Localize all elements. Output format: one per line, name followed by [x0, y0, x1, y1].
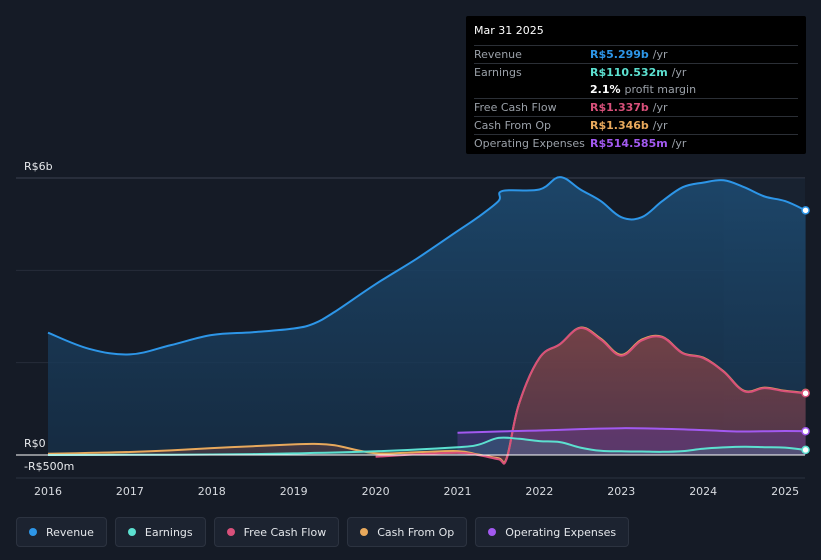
- tooltip-label: Earnings: [474, 66, 522, 79]
- legend-dot-icon: [360, 528, 369, 536]
- tooltip-panel: Mar 31 2025 Revenue R$5.299b /yr Earning…: [466, 16, 806, 154]
- tooltip-value: R$1.346b: [590, 119, 649, 132]
- line-earnings: [47, 436, 806, 456]
- tooltip-row-operating-expenses: Operating Expenses R$514.585m /yr: [474, 134, 798, 152]
- series-end-markers: [801, 206, 810, 455]
- tooltip-value: R$5.299b: [590, 48, 649, 61]
- tooltip-unit: /yr: [671, 137, 687, 150]
- line-revenue: [47, 176, 807, 356]
- marker-earnings: [801, 445, 810, 455]
- tooltip-label: Cash From Op: [474, 119, 552, 132]
- x-tick-label: 2020: [362, 485, 390, 498]
- x-tick-label: 2021: [444, 485, 472, 498]
- line-free-cash-flow: [375, 326, 806, 465]
- legend-item-cash-from-op[interactable]: Cash From Op: [347, 517, 468, 547]
- marker-revenue: [801, 206, 810, 215]
- x-tick-label: 2024: [689, 485, 717, 498]
- marker-free-cash-flow: [801, 389, 810, 398]
- profit-margin-text: profit margin: [624, 83, 697, 96]
- tooltip-label: Revenue: [474, 48, 522, 61]
- y-tick-label: R$6b: [24, 160, 53, 173]
- profit-margin-value: 2.1%: [590, 83, 621, 96]
- tooltip-row-earnings: Earnings R$110.532m /yr: [474, 63, 798, 81]
- tooltip-date: Mar 31 2025: [474, 24, 544, 37]
- x-tick-label: 2019: [280, 485, 308, 498]
- legend: Revenue Earnings Free Cash Flow Cash Fro…: [16, 517, 630, 547]
- legend-label: Operating Expenses: [505, 525, 617, 539]
- tooltip-unit: /yr: [671, 66, 687, 79]
- legend-item-free-cash-flow[interactable]: Free Cash Flow: [213, 517, 340, 547]
- legend-dot-icon: [29, 528, 37, 536]
- legend-dot-icon: [127, 528, 136, 536]
- series-lines: [47, 176, 807, 465]
- legend-label: Cash From Op: [377, 525, 455, 539]
- line-operating-expenses: [457, 427, 806, 434]
- tooltip-unit: /yr: [652, 48, 668, 61]
- legend-item-revenue[interactable]: Revenue: [16, 517, 107, 547]
- series-areas: [48, 177, 806, 464]
- tooltip-unit: /yr: [652, 119, 668, 132]
- legend-label: Earnings: [144, 525, 193, 539]
- tooltip-row-revenue: Revenue R$5.299b /yr: [474, 45, 798, 63]
- x-tick-label: 2025: [771, 485, 799, 498]
- axes: 2016 2017 2018 2019 2020 2021 2022 2023 2024 2025…: [16, 160, 805, 498]
- legend-label: Revenue: [46, 525, 94, 539]
- tooltip-value: R$110.532m: [590, 66, 668, 79]
- legend-dot-icon: [488, 528, 497, 536]
- tooltip-label: Free Cash Flow: [474, 101, 557, 114]
- x-tick-label: 2023: [607, 485, 635, 498]
- y-tick-label: R$0: [24, 437, 46, 450]
- legend-dot-icon: [226, 528, 235, 536]
- x-tick-label: 2016: [34, 485, 62, 498]
- legend-label: Free Cash Flow: [243, 525, 327, 539]
- marker-operating-expenses: [801, 426, 810, 436]
- tooltip-row-free-cash-flow: Free Cash Flow R$1.337b /yr: [474, 98, 798, 116]
- x-tick-label: 2022: [525, 485, 553, 498]
- tooltip-value: R$1.337b: [590, 101, 649, 114]
- tooltip-unit: /yr: [652, 101, 668, 114]
- tooltip-row-cash-from-op: Cash From Op R$1.346b /yr: [474, 116, 798, 134]
- legend-item-earnings[interactable]: Earnings: [114, 517, 206, 547]
- tooltip-label: Operating Expenses: [474, 137, 585, 150]
- tooltip-row-profit-margin: 2.1% profit margin: [474, 81, 798, 98]
- x-tick-label: 2018: [198, 485, 226, 498]
- tooltip-value: R$514.585m: [590, 137, 668, 150]
- legend-item-operating-expenses[interactable]: Operating Expenses: [475, 517, 630, 547]
- x-tick-label: 2017: [116, 485, 144, 498]
- y-tick-label: -R$500m: [24, 460, 74, 473]
